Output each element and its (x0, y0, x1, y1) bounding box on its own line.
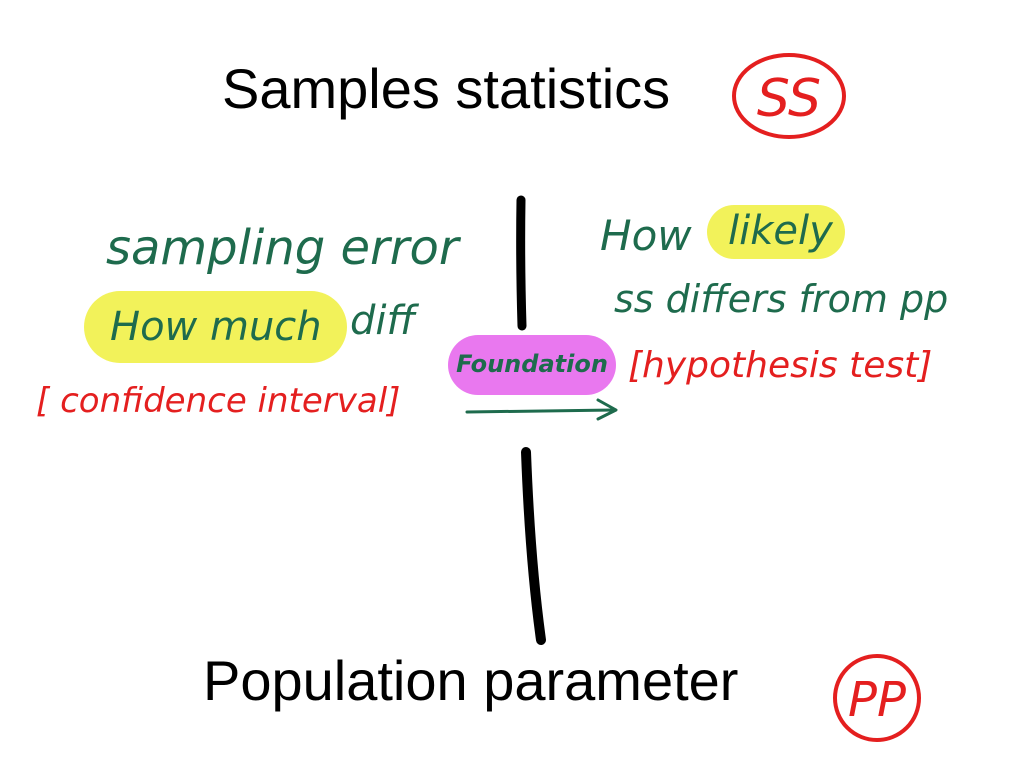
pp-circle (833, 654, 921, 742)
ss-badge: SS (732, 53, 846, 139)
likely-highlight (707, 205, 845, 259)
ss-circle (732, 53, 846, 139)
pp-badge: PP (833, 654, 921, 742)
divider-line-lower (521, 447, 546, 645)
confidence-interval-text: [ confidence interval] (36, 381, 400, 421)
likely-text: likely (728, 208, 834, 254)
ss-differs-text: ss differs from pp (614, 277, 948, 321)
hypothesis-test-text: [hypothesis test] (628, 345, 932, 386)
right-arrow-icon (465, 398, 618, 421)
ss-badge-label: SS (757, 69, 821, 129)
how-much-text: How much (110, 304, 322, 350)
pp-badge-label: PP (848, 672, 906, 728)
foundation-highlight (448, 335, 616, 395)
how-text: How (600, 211, 692, 260)
divider-line-upper (516, 195, 527, 331)
how-much-highlight (84, 291, 347, 363)
samples-statistics-title: Samples statistics (222, 57, 670, 120)
sampling-error-text: sampling error (106, 220, 462, 276)
foundation-label: Foundation (456, 350, 608, 378)
population-parameter-title: Population parameter (203, 649, 738, 712)
diff-text: diff (350, 298, 420, 344)
